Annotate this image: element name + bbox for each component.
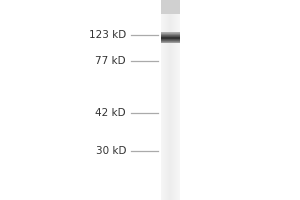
Text: 123 kD: 123 kD [89,30,126,40]
Text: 30 kD: 30 kD [95,146,126,156]
Text: 77 kD: 77 kD [95,56,126,66]
Bar [179,14,180,200]
Bar [164,14,165,200]
Bar [167,14,168,200]
Bar [160,37,180,38]
Bar [173,14,174,200]
Bar [169,14,170,200]
Bar [160,33,180,34]
Bar [168,14,169,200]
Bar [176,14,177,200]
Bar [160,39,180,40]
Bar [171,14,172,200]
Bar [160,0,180,14]
Bar [170,14,171,200]
Text: 42 kD: 42 kD [95,108,126,118]
Bar [160,32,180,33]
Bar [160,38,180,39]
Bar [160,35,180,36]
Bar [160,0,180,200]
Bar [160,14,161,200]
Bar [175,14,176,200]
Bar [161,14,163,200]
Bar [160,41,180,42]
Bar [160,36,180,37]
Bar [174,14,175,200]
Bar [160,34,180,35]
Bar [165,14,166,200]
Bar [163,14,164,200]
Bar [160,40,180,41]
Bar [177,14,178,200]
Bar [160,42,180,43]
Bar [178,14,179,200]
Bar [166,14,167,200]
Bar [172,14,173,200]
